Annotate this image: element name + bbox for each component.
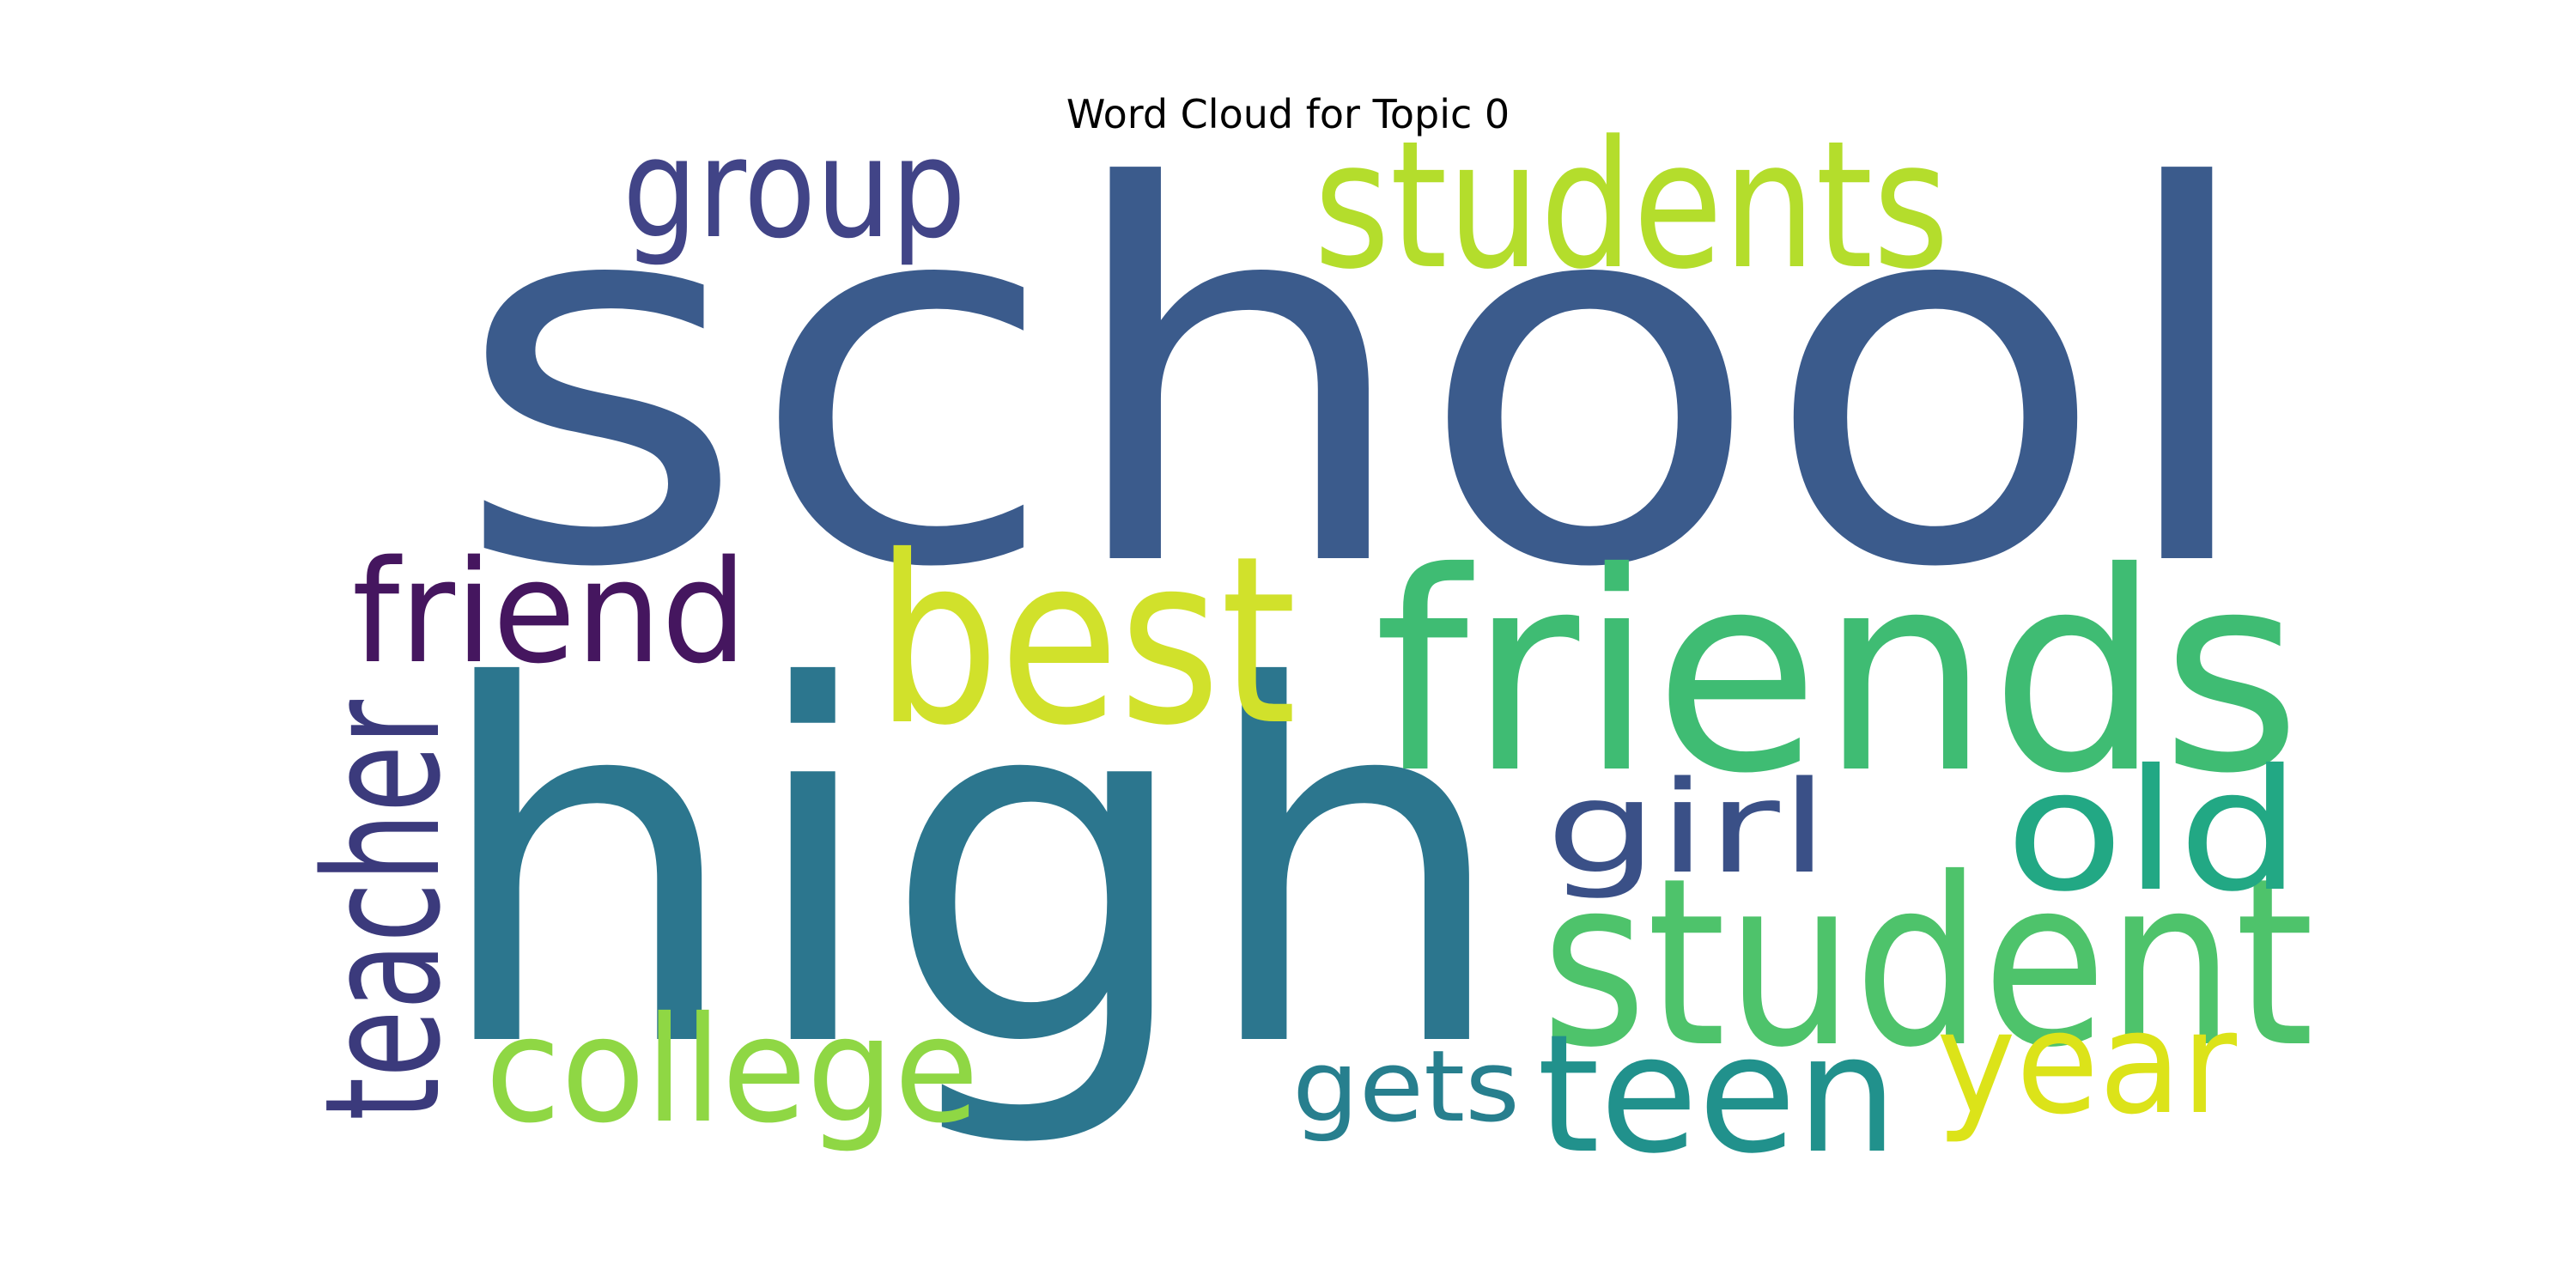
word-group: group	[623, 108, 966, 269]
word-year: year	[1936, 981, 2237, 1145]
word-gets: gets	[1292, 1030, 1520, 1145]
word-friends: friends	[1374, 514, 2301, 834]
word-friend: friend	[352, 530, 747, 695]
word-college: college	[485, 986, 979, 1156]
word-school: school	[453, 80, 2265, 680]
word-teen: teen	[1537, 999, 1898, 1189]
word-students: students	[1314, 104, 1949, 308]
word-old: old	[2005, 733, 2301, 928]
word-girl: girl	[1546, 754, 1829, 902]
word-teacher: teacher	[290, 699, 476, 1121]
word-high: high	[429, 586, 1511, 1155]
word-student: student	[1541, 828, 2314, 1098]
chart-title: Word Cloud for Topic 0	[1066, 91, 1510, 137]
word-best: best	[876, 506, 1297, 776]
